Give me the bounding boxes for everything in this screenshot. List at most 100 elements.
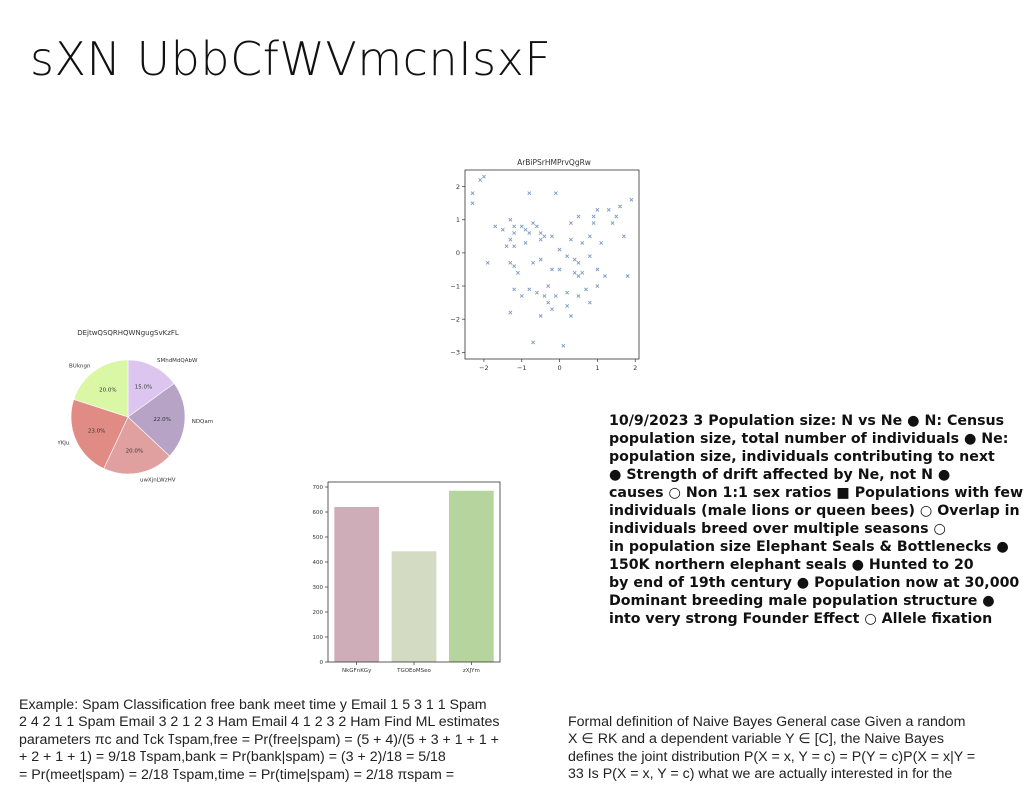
text-line: defines the joint distribution P(X = x, … [568,748,976,765]
scatter-point [576,294,581,298]
scatter-y-tick-label: −1 [450,282,460,290]
scatter-point [580,270,585,275]
scatter-point [523,227,528,232]
scatter-point [546,300,551,305]
scatter-point [550,307,554,312]
scatter-point [572,270,577,275]
text-line: Formal definition of Naive Bayes General… [568,714,966,730]
scatter-point [553,191,558,196]
scatter-point [550,234,554,239]
bar-y-tick-label: 500 [313,535,324,541]
notes-line: by end of 19th century ● Population now … [609,575,1020,591]
notes-line: population size, individuals contributin… [609,449,995,465]
scatter-point [561,343,566,348]
scatter-point [587,300,592,305]
scatter-point [565,304,570,308]
pie-slice [73,359,129,418]
notes-line: 150K northern elephant seals ● Hunted to… [609,557,974,573]
bar-y-tick-label: 0 [320,660,324,666]
pie-slice-label: BUkngn [69,363,91,369]
scatter-point [481,174,486,179]
pie-slice [70,399,129,469]
scatter-x-tick-label: 2 [633,364,637,372]
scatter-point [512,231,517,235]
scatter-point [591,221,596,225]
scatter-point [538,313,543,318]
scatter-point [557,247,562,252]
notes-line: into very strong Founder Effect ○ Allele… [609,611,993,627]
scatter-point [519,224,524,229]
spam-example-text: Example: Spam Classification free bank m… [19,697,559,784]
naive-bayes-text: Formal definition of Naive Bayes General… [568,714,1024,784]
scatter-point [531,221,536,225]
scatter-point [470,201,475,206]
scatter-point [595,267,600,272]
scatter-point [565,290,570,295]
pie-percent-label: 20.0% [99,387,116,393]
scatter-point [527,191,532,196]
scatter-point [485,260,490,265]
scatter-x-tick-label: −1 [517,364,527,372]
scatter-point [542,294,547,298]
notes-line: individuals breed over multiple seasons … [609,521,946,537]
notes-line: Dominant breeding male population struct… [609,593,995,609]
scatter-point [538,231,543,235]
scatter-title: ArBiPSrHMPrvQgRw [517,158,591,167]
scatter-point [519,294,524,298]
scatter-point [595,284,600,288]
scatter-point [512,224,517,229]
scatter-point [538,257,543,262]
scatter-x-tick-label: 1 [595,364,599,372]
scatter-point [478,178,483,182]
notes-line: 10/9/2023 3 Population size: N vs Ne ● N… [609,413,1005,429]
notes-line: individuals (male lions or queen bees) ○… [609,503,1020,519]
pie-percent-label: 15.0% [135,385,152,391]
scatter-point [618,204,623,209]
scatter-point [557,267,562,272]
text-line: X ∈ RK and a dependent variable Y ∈ [C],… [568,731,944,748]
scatter-point [576,274,581,279]
bar [448,490,494,662]
scatter-point [621,234,626,239]
scatter-point [500,227,505,232]
notes-block: 10/9/2023 3 Population size: N vs Ne ● N… [609,412,1024,628]
text-line: = Pr(meet|spam) = 2/18 ߠspam,time = Pr(t… [19,766,455,783]
slide-title: sXN UbbCfWVmcnIsxF [30,32,552,86]
scatter-point [531,260,536,265]
bar-y-tick-label: 200 [313,610,324,616]
scatter-point [580,241,585,245]
scatter-point [523,241,528,245]
scatter-point [599,241,604,245]
scatter-point [516,270,520,275]
pie-slice [103,416,170,475]
bar-category-label: zXJYm [463,668,480,674]
scatter-y-tick-label: −3 [450,349,460,357]
bar-chart: 0 100 200 300 400 500 600 700 NkGFnKGy TGOEoMSeo… [313,481,501,674]
bar-plot-area [327,481,501,663]
scatter-point [527,287,532,292]
scatter-point [553,294,558,298]
scatter-point [508,217,513,222]
scatter-plot-area [464,169,640,360]
scatter-point [610,221,615,225]
scatter-point [614,214,619,219]
bar-category-label: NkGFnKGy [342,668,372,674]
scatter-x-tick-label: 0 [557,364,561,372]
notes-line: ● Strength of drift affected by Ne, not … [609,467,951,483]
scatter-point [595,207,600,212]
bar-y-tick-label: 300 [313,585,324,591]
pie-percent-label: 20.0% [126,449,143,455]
scatter-point [534,290,539,295]
scatter-y-tick-label: −2 [450,316,460,324]
pie-slice-label: RmKdIYKJu [58,440,69,446]
bar [334,507,380,662]
scatter-point [550,267,554,272]
notes-line: in population size Elephant Seals & Bott… [609,539,1009,555]
notes-line: population size, total number of individ… [609,431,1009,447]
scatter-point [512,264,517,269]
scatter-point [542,234,547,239]
pie-slice [127,383,186,457]
pie-title: DEjtwQSQRHQWNgugSvKzFL [77,329,179,337]
pie-slice [127,359,175,418]
scatter-point [629,197,634,202]
